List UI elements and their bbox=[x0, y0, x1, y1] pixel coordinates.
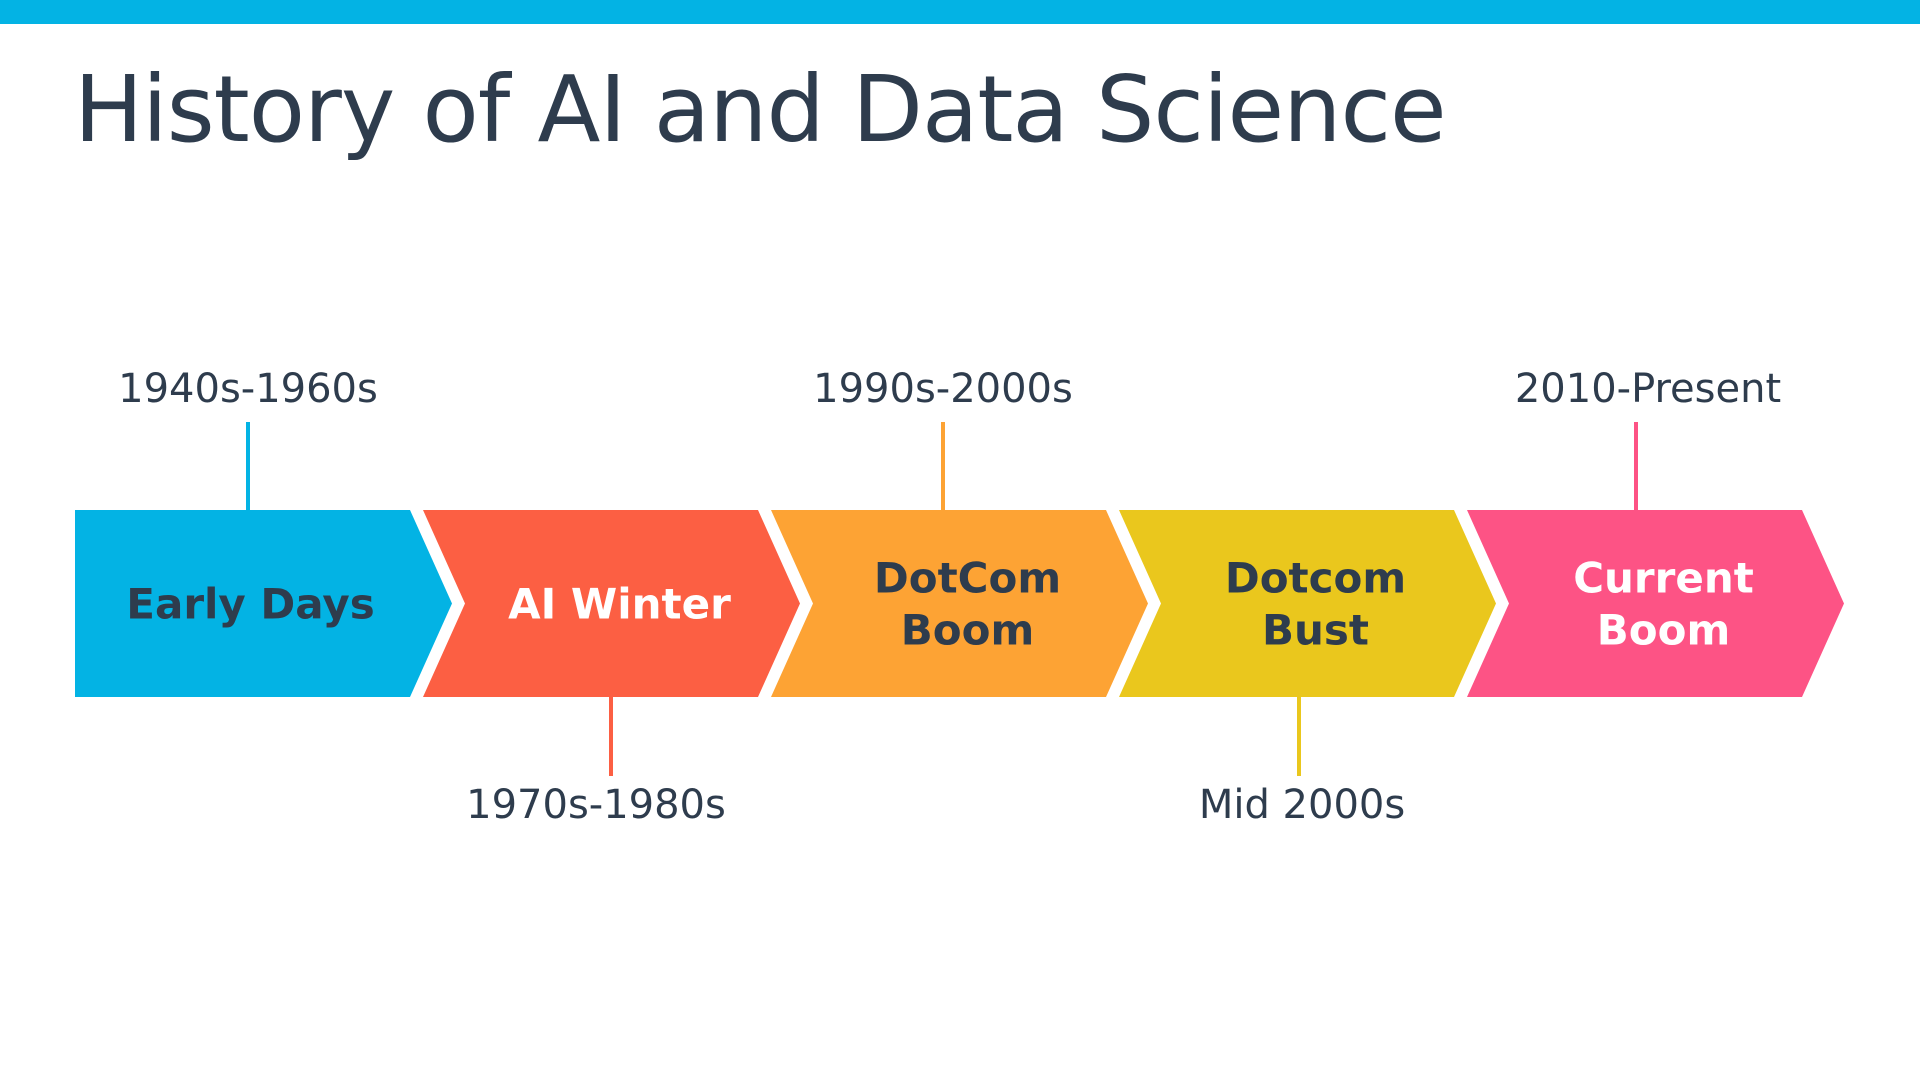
date-label-dotcom-bust: Mid 2000s bbox=[1199, 782, 1405, 828]
chevron-label-dotcom-boom-line-1: DotCom bbox=[874, 554, 1061, 603]
top-accent-bar bbox=[0, 0, 1920, 24]
chevron-ai-winter bbox=[423, 510, 800, 697]
chevron-label-current-boom-line-1: Current bbox=[1573, 554, 1754, 603]
chevron-label-dotcom-boom-line-2: Boom bbox=[901, 606, 1035, 655]
date-label-current-boom: 2010-Present bbox=[1515, 366, 1781, 412]
chevron-dotcom-boom bbox=[771, 510, 1148, 697]
chevron-label-ai-winter-line-1: AI Winter bbox=[508, 580, 731, 629]
page-title: History of AI and Data Science bbox=[74, 56, 1447, 163]
chevron-dotcom-bust bbox=[1119, 510, 1496, 697]
timeline-stage-early-days: Early Days 1940s-1960s bbox=[75, 366, 452, 697]
chevron-current-boom bbox=[1467, 510, 1844, 697]
chevron-early-days bbox=[75, 510, 452, 697]
chevron-label-dotcom-bust-line-2: Bust bbox=[1262, 606, 1369, 655]
timeline-stage-ai-winter: AI Winter 1970s-1980s bbox=[423, 510, 800, 828]
chevron-label-early-days-line-1: Early Days bbox=[126, 580, 374, 629]
date-label-dotcom-boom: 1990s-2000s bbox=[813, 366, 1073, 412]
date-label-ai-winter: 1970s-1980s bbox=[466, 782, 726, 828]
chevron-label-current-boom-line-2: Boom bbox=[1597, 606, 1731, 655]
date-label-early-days: 1940s-1960s bbox=[118, 366, 378, 412]
chevron-label-dotcom-bust-line-1: Dotcom bbox=[1225, 554, 1406, 603]
